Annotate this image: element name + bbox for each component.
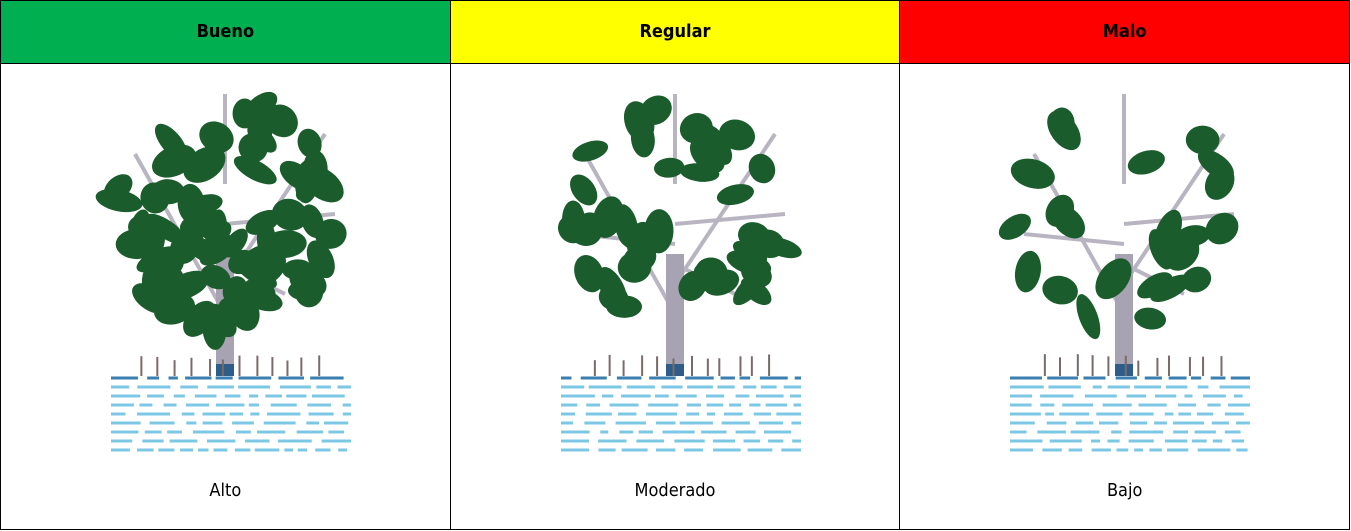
leaf [1186, 125, 1220, 155]
leaf [154, 293, 196, 325]
leaf [1047, 110, 1082, 151]
leaf [238, 133, 268, 163]
leaf [1134, 307, 1167, 330]
leaf [623, 101, 655, 143]
leaf [245, 210, 280, 235]
leaf [134, 221, 165, 260]
leaf [592, 196, 624, 238]
leaf [1137, 272, 1173, 299]
leaf [1205, 212, 1239, 245]
leaf [1095, 258, 1132, 300]
leaf [244, 91, 278, 121]
leaf [573, 254, 604, 293]
leaf [300, 204, 324, 238]
leaf [1150, 274, 1191, 303]
leaf [1205, 165, 1235, 200]
leaf [166, 270, 209, 300]
leaf [95, 188, 143, 213]
trunk-base [216, 364, 234, 376]
leaf [622, 244, 656, 274]
leaf [740, 277, 772, 305]
leaf [693, 263, 729, 291]
header-row: Bueno Regular Malo [0, 0, 1350, 64]
leaf [233, 156, 277, 185]
leaf [205, 221, 232, 246]
header-cell: Malo [899, 0, 1350, 64]
leaf [263, 230, 307, 258]
leaf [597, 267, 627, 311]
leaf [151, 144, 196, 178]
trunk-base [1115, 364, 1134, 376]
leaf [223, 282, 252, 312]
leaf [306, 240, 335, 279]
leaf [200, 264, 231, 290]
leaf [617, 227, 650, 252]
leaf [265, 104, 298, 138]
leaf [679, 113, 713, 144]
cell: Moderado [449, 63, 901, 530]
cell: Alto [0, 63, 451, 530]
tree-illustration [999, 94, 1251, 452]
leaf [748, 153, 775, 184]
branch [674, 212, 785, 226]
leaf [557, 215, 586, 244]
leaf [177, 183, 206, 225]
tree-illustration [95, 91, 351, 452]
leaf [726, 250, 771, 276]
leaf [272, 198, 308, 231]
leaf [1164, 236, 1200, 271]
leaf [1045, 194, 1075, 227]
tree-illustration [557, 94, 802, 452]
trunk-base [665, 364, 684, 376]
leaf [228, 249, 255, 275]
leaf [302, 166, 344, 203]
trunk [665, 254, 684, 374]
leaf [569, 174, 597, 206]
leaf [753, 229, 785, 259]
leaf [1076, 294, 1101, 340]
branch [1024, 232, 1125, 246]
leaf [1015, 250, 1042, 293]
leaf [718, 119, 755, 151]
leaf [145, 213, 187, 245]
body-row: Alto Moderado Bajo [0, 63, 1350, 530]
leaf [572, 140, 608, 162]
leaf [289, 266, 327, 298]
header-cell: Regular [449, 0, 901, 64]
leaf [1011, 158, 1056, 189]
leaf [206, 303, 237, 338]
leaf [999, 213, 1032, 240]
leaf [1042, 275, 1079, 305]
leaf [151, 179, 185, 205]
leaf [246, 289, 283, 312]
leaf [199, 121, 234, 153]
leaf [653, 157, 684, 178]
header-cell: Bueno [0, 0, 451, 64]
leaf [222, 228, 248, 258]
leaf [1182, 266, 1212, 293]
cell-label: Moderado [634, 480, 716, 501]
cell: Bajo [899, 63, 1350, 530]
cell-label: Bajo [1106, 480, 1143, 501]
leaf [141, 252, 175, 298]
cell-label: Alto [209, 480, 242, 501]
leaf [1128, 150, 1166, 175]
leaf [716, 184, 754, 206]
